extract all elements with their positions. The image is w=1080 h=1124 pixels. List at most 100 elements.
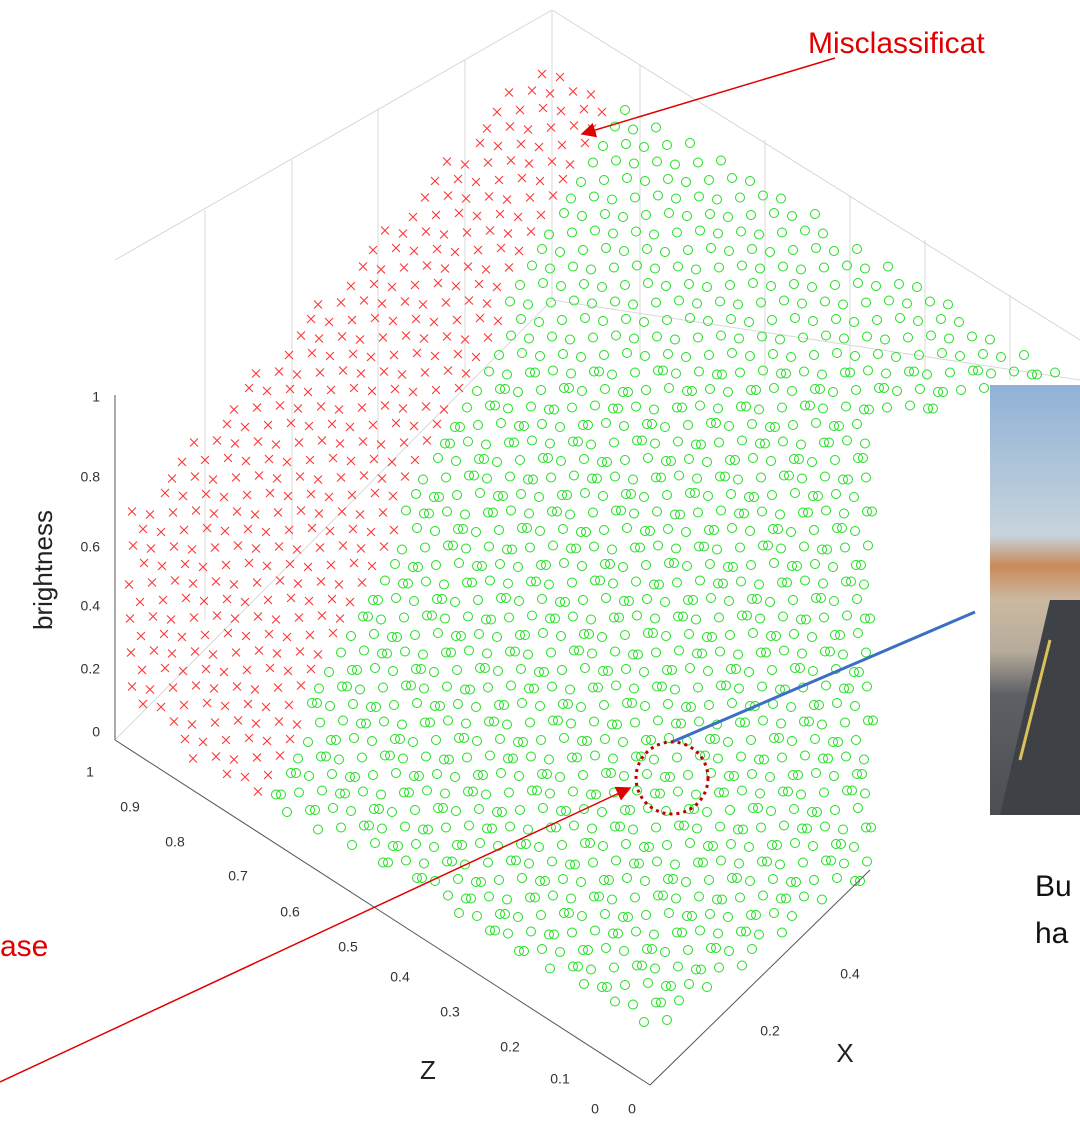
cross-marker (451, 248, 459, 256)
circle-marker (788, 387, 797, 396)
circle-marker (735, 334, 744, 343)
cross-marker (137, 632, 145, 640)
cross-marker (276, 577, 284, 585)
circle-marker (556, 248, 565, 257)
circle-marker (422, 577, 431, 586)
circle-marker (863, 332, 872, 341)
cross-marker (169, 509, 177, 517)
circle-marker (608, 895, 617, 904)
cross-marker (444, 192, 452, 200)
circle-marker (609, 229, 618, 238)
circle-marker (536, 352, 545, 361)
circle-marker (451, 773, 460, 782)
cross-marker (392, 244, 400, 252)
cross-marker (380, 368, 388, 376)
circle-marker (852, 736, 861, 745)
circle-marker (444, 891, 453, 900)
cross-marker (220, 493, 228, 501)
circle-marker (759, 716, 768, 725)
circle-marker (811, 735, 820, 744)
circle-marker (640, 493, 649, 502)
circle-marker (665, 384, 674, 393)
cross-marker (221, 527, 229, 535)
circle-marker (600, 701, 609, 710)
circle-marker (398, 720, 407, 729)
cross-marker (335, 406, 343, 414)
cross-marker (368, 387, 376, 395)
cross-marker (255, 647, 263, 655)
circle-marker (778, 928, 787, 937)
circle-marker (851, 352, 860, 361)
circle-marker (347, 632, 356, 641)
cross-marker (211, 544, 219, 552)
cross-marker (251, 511, 259, 519)
circle-marker (623, 874, 632, 883)
circle-marker (693, 299, 702, 308)
cross-marker (252, 370, 260, 378)
cross-marker (347, 282, 355, 290)
circle-marker (724, 738, 733, 747)
circle-marker (516, 456, 525, 465)
cross-marker (150, 647, 158, 655)
cross-marker (389, 492, 397, 500)
cross-marker (286, 385, 294, 393)
circle-marker (759, 891, 768, 900)
circle-marker (505, 613, 514, 622)
circle-marker (483, 649, 492, 658)
circle-marker (621, 981, 630, 990)
tick-label: 1 (86, 764, 94, 780)
cross-marker (336, 615, 344, 623)
circle-marker (1010, 367, 1019, 376)
circle-marker (632, 927, 641, 936)
cross-marker (420, 335, 428, 343)
circle-marker (778, 753, 787, 762)
circle-marker (800, 892, 809, 901)
circle-marker (315, 684, 324, 693)
circle-marker (777, 544, 786, 553)
circle-marker (861, 789, 870, 798)
circle-marker (423, 786, 432, 795)
cross-marker (242, 457, 250, 465)
circle-marker (808, 283, 817, 292)
circle-marker (661, 423, 670, 432)
circle-marker (453, 666, 462, 675)
circle-marker (672, 894, 681, 903)
circle-marker (484, 683, 493, 692)
circle-marker (629, 300, 638, 309)
cross-marker (213, 612, 221, 620)
cross-marker (244, 700, 252, 708)
circle-marker (780, 821, 789, 830)
circle-marker (485, 542, 494, 551)
cross-marker (485, 193, 493, 201)
circle-marker (612, 331, 621, 340)
cross-marker (409, 388, 417, 396)
circle-marker (558, 666, 567, 675)
circle-marker (413, 699, 422, 708)
cross-marker (547, 124, 555, 132)
circle-marker (493, 633, 502, 642)
cross-marker (431, 177, 439, 185)
circle-marker (686, 839, 695, 848)
circle-marker (548, 857, 557, 866)
tick-label: 0.9 (120, 799, 140, 815)
circle-marker (587, 265, 596, 274)
circle-marker (716, 297, 725, 306)
circle-marker (997, 353, 1006, 362)
cross-marker (286, 560, 294, 568)
circle-marker (537, 911, 546, 920)
cross-marker (252, 545, 260, 553)
circle-marker (581, 664, 590, 673)
cross-marker (356, 511, 364, 519)
cross-marker (402, 332, 410, 340)
circle-marker (619, 563, 628, 572)
cross-marker (476, 139, 484, 147)
circle-marker (769, 350, 778, 359)
cross-marker (358, 404, 366, 412)
circle-marker (695, 717, 704, 726)
cross-marker (189, 580, 197, 588)
cross-marker (328, 420, 336, 428)
circle-marker (864, 366, 873, 375)
circle-marker (432, 561, 441, 570)
circle-marker (430, 843, 439, 852)
cross-marker (432, 211, 440, 219)
